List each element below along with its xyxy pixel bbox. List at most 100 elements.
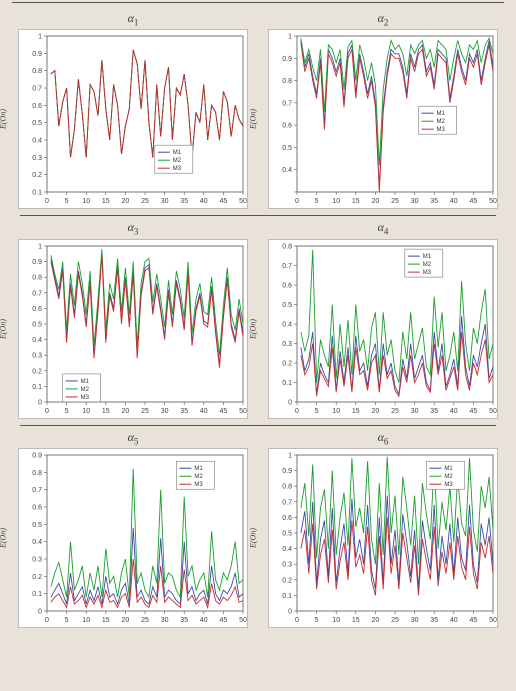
svg-text:0.8: 0.8 [32,274,42,281]
svg-text:0.4: 0.4 [282,321,292,328]
svg-text:0: 0 [45,198,49,205]
svg-text:0.2: 0.2 [32,574,42,581]
svg-text:M2: M2 [194,474,203,480]
svg-text:35: 35 [430,617,438,624]
y-axis-label: E(On) [249,528,258,548]
svg-text:0.8: 0.8 [282,243,292,250]
svg-text:20: 20 [122,198,130,205]
plot-svg: 051015202530354045500.10.20.30.40.50.60.… [19,30,249,210]
svg-text:10: 10 [82,617,90,624]
plot-area: E(On)0510152025303540455000.10.20.30.40.… [268,448,498,628]
svg-text:40: 40 [200,408,208,415]
plot-svg: 0510152025303540455000.10.20.30.40.50.60… [19,449,249,629]
svg-text:45: 45 [220,617,228,624]
svg-text:M2: M2 [81,387,90,393]
series-M2 [51,249,243,355]
svg-text:0.7: 0.7 [32,86,42,93]
panel-title: α2 [378,11,389,27]
svg-text:0.5: 0.5 [32,321,42,328]
svg-text:35: 35 [180,408,188,415]
svg-text:M2: M2 [444,474,453,480]
svg-text:1: 1 [288,34,292,41]
svg-text:5: 5 [315,617,319,624]
svg-text:0: 0 [45,617,49,624]
svg-text:25: 25 [141,617,149,624]
svg-text:0: 0 [295,408,299,415]
plot-area: E(On)051015202530354045500.40.50.60.70.8… [268,29,498,209]
svg-text:40: 40 [450,408,458,415]
svg-text:0.3: 0.3 [32,557,42,564]
svg-text:50: 50 [239,617,247,624]
series-M3 [51,50,243,157]
svg-text:15: 15 [352,198,360,205]
svg-text:20: 20 [372,617,380,624]
svg-text:0.2: 0.2 [32,173,42,180]
svg-text:5: 5 [65,408,69,415]
plot-svg: 0510152025303540455000.10.20.30.40.50.60… [269,449,499,629]
page-root: α1E(On)051015202530354045500.10.20.30.40… [0,2,516,691]
series-M1 [51,50,243,157]
panel-title: α4 [378,220,389,236]
svg-text:35: 35 [430,198,438,205]
legend: M1 M2 M3 [426,461,464,489]
svg-text:M1: M1 [423,254,432,260]
svg-text:0.9: 0.9 [282,468,292,475]
svg-text:0.9: 0.9 [32,259,42,266]
svg-text:30: 30 [411,408,419,415]
svg-text:15: 15 [352,408,360,415]
svg-text:0: 0 [295,617,299,624]
svg-text:0.8: 0.8 [282,78,292,85]
series-M2 [51,50,243,157]
series-M3 [301,43,493,192]
svg-text:0.8: 0.8 [282,484,292,491]
svg-text:0.1: 0.1 [32,591,42,598]
svg-text:0.1: 0.1 [282,380,292,387]
legend: M1M2M3 [405,249,443,277]
svg-text:0.1: 0.1 [282,593,292,600]
svg-text:0.5: 0.5 [282,145,292,152]
svg-text:15: 15 [102,617,110,624]
svg-text:0.3: 0.3 [282,562,292,569]
panel-alpha5: α5E(On)0510152025303540455000.10.20.30.4… [8,428,258,632]
svg-text:25: 25 [391,408,399,415]
plot-area: E(On)0510152025303540455000.10.20.30.40.… [18,239,248,419]
svg-text:5: 5 [65,198,69,205]
panel-alpha6: α6E(On)0510152025303540455000.10.20.30.4… [258,428,508,632]
svg-text:0.9: 0.9 [282,56,292,63]
svg-text:0.6: 0.6 [32,505,42,512]
svg-text:0: 0 [38,399,42,406]
svg-text:0.5: 0.5 [32,522,42,529]
svg-text:M1: M1 [444,466,453,472]
svg-text:1: 1 [38,243,42,250]
svg-text:35: 35 [180,198,188,205]
plot-area: E(On)0510152025303540455000.10.20.30.40.… [268,239,498,419]
svg-text:0.1: 0.1 [32,384,42,391]
legend: M1M2M3 [176,461,214,489]
svg-text:1: 1 [288,453,292,460]
svg-text:10: 10 [332,408,340,415]
svg-text:30: 30 [411,198,419,205]
svg-text:0.8: 0.8 [32,470,42,477]
series-M1 [301,41,493,188]
svg-text:30: 30 [161,198,169,205]
svg-text:0.7: 0.7 [282,101,292,108]
svg-text:35: 35 [180,617,188,624]
svg-text:0.3: 0.3 [32,155,42,162]
svg-text:25: 25 [391,198,399,205]
svg-text:M3: M3 [194,482,203,488]
svg-text:0.6: 0.6 [32,103,42,110]
y-axis-label: E(On) [0,109,8,129]
svg-text:0.7: 0.7 [32,487,42,494]
svg-text:0: 0 [295,198,299,205]
panel-alpha3: α3E(On)0510152025303540455000.10.20.30.4… [8,218,258,422]
svg-text:0.6: 0.6 [282,123,292,130]
svg-text:M3: M3 [423,270,432,276]
svg-text:M3: M3 [444,482,453,488]
panel-title: α1 [128,11,139,27]
y-axis-label: E(On) [0,319,8,339]
svg-text:25: 25 [391,617,399,624]
svg-text:25: 25 [141,198,149,205]
y-axis-label: E(On) [249,109,258,129]
svg-text:15: 15 [352,617,360,624]
svg-text:0.5: 0.5 [282,302,292,309]
